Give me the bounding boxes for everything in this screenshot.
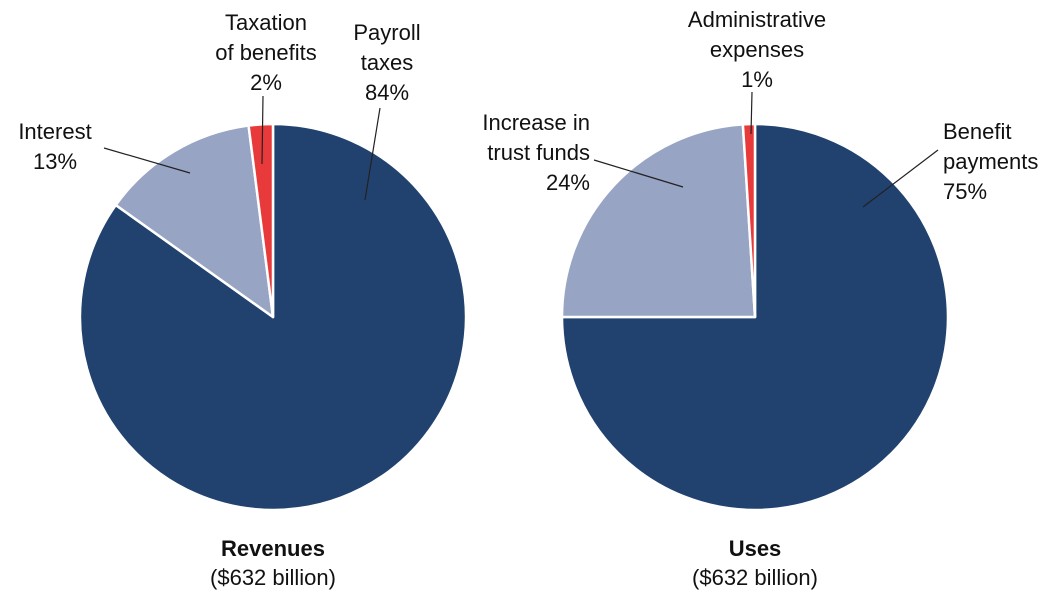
pie-slice [560,123,757,319]
value-label: 24% [546,170,590,195]
pie-slice [247,122,275,319]
pie-slice [560,122,950,512]
leader-line [862,149,939,208]
slice-label: Taxation of benefits [215,10,317,65]
value-label: 2% [250,70,282,95]
value-label: 75% [943,179,987,204]
value-label: 1% [741,67,773,92]
slice-label: Payroll taxes [353,20,420,75]
value-label: 84% [365,80,409,105]
slice-label: Interest [18,119,91,144]
pie-slice [741,122,757,319]
value-label: 13% [33,149,77,174]
slice-label: Administrative expenses [688,7,826,62]
chart-subtitle: ($632 billion) [210,565,336,590]
leader-line [103,147,191,174]
chart-title: Uses [729,536,782,561]
pie-slice [114,124,275,319]
leader-line [593,159,684,188]
leader-line [750,91,753,135]
leader-line [261,95,264,165]
slice-label: Benefit payments [943,119,1038,174]
chart-subtitle: ($632 billion) [692,565,818,590]
chart-title: Revenues [221,536,325,561]
slice-label: Increase in trust funds [482,110,590,165]
leader-line [364,107,381,201]
